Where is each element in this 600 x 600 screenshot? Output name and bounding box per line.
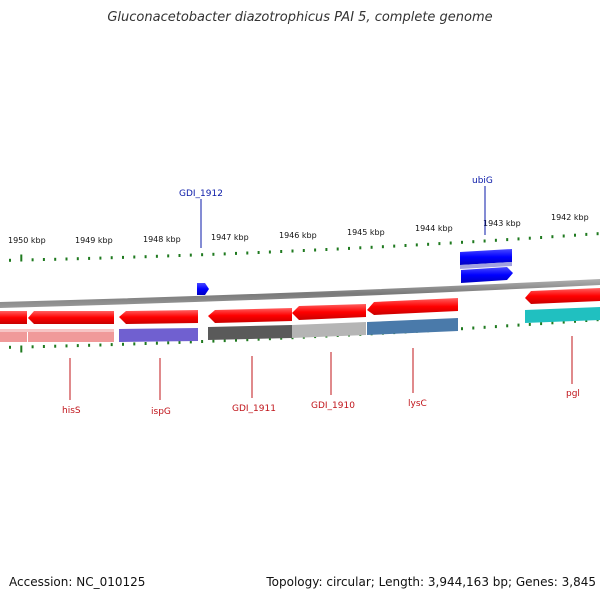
- label-connectors: [69, 186, 573, 400]
- gene-label-ispG[interactable]: ispG: [151, 407, 171, 417]
- gene-ubiG-shadow: [460, 262, 512, 269]
- gene-label-hisS[interactable]: hisS: [62, 406, 81, 416]
- scale-label: 1944 kbp: [415, 224, 453, 233]
- scale-label: 1948 kbp: [143, 235, 181, 244]
- gene-label-ubiG[interactable]: ubiG: [472, 176, 493, 186]
- accession-text: Accession: NC_010125: [9, 575, 146, 589]
- gene-label-lysC[interactable]: lysC: [408, 399, 427, 409]
- genome-backbone: [0, 279, 600, 308]
- reverse-genes: [0, 288, 600, 324]
- gene-label-GDI_1910[interactable]: GDI_1910: [311, 401, 355, 411]
- gene-GDI_1910[interactable]: [292, 304, 366, 320]
- gene-pgl[interactable]: [525, 288, 600, 304]
- gene-labels: GDI_1912 ubiG hisS ispG GDI_1911 GDI_191…: [62, 176, 580, 417]
- scale-ticks-top: [9, 232, 599, 262]
- scale-label: 1945 kbp: [347, 228, 385, 237]
- scale-label: 1950 kbp: [8, 236, 46, 245]
- topology-text: Topology: circular; Length: 3,944,163 bp…: [266, 575, 596, 589]
- map-title: Gluconacetobacter diazotrophicus PAI 5, …: [107, 10, 493, 25]
- gene-label-GDI_1912[interactable]: GDI_1912: [179, 189, 223, 199]
- gene-ubiG-2[interactable]: [461, 267, 513, 283]
- scale-label: 1949 kbp: [75, 236, 113, 245]
- scale-label: 1947 kbp: [211, 233, 249, 242]
- gene-label-GDI_1911[interactable]: GDI_1911: [232, 404, 276, 414]
- forward-genes: [197, 249, 513, 295]
- gene-GDI_1912[interactable]: [197, 283, 209, 295]
- scale-labels: 1950 kbp 1949 kbp 1948 kbp 1947 kbp 1946…: [8, 213, 589, 245]
- gene-arrow[interactable]: [0, 311, 27, 324]
- gene-category-bars: [0, 307, 600, 342]
- gene-hisS[interactable]: [28, 311, 114, 324]
- scale-label: 1946 kbp: [279, 231, 317, 240]
- scale-label: 1942 kbp: [551, 213, 589, 222]
- gene-ubiG[interactable]: [460, 249, 512, 265]
- scale-label: 1943 kbp: [483, 219, 521, 228]
- gene-ispG[interactable]: [119, 310, 198, 324]
- gene-lysC[interactable]: [367, 298, 458, 315]
- gene-GDI_1911[interactable]: [208, 308, 292, 323]
- gene-label-pgl[interactable]: pgl: [566, 389, 580, 399]
